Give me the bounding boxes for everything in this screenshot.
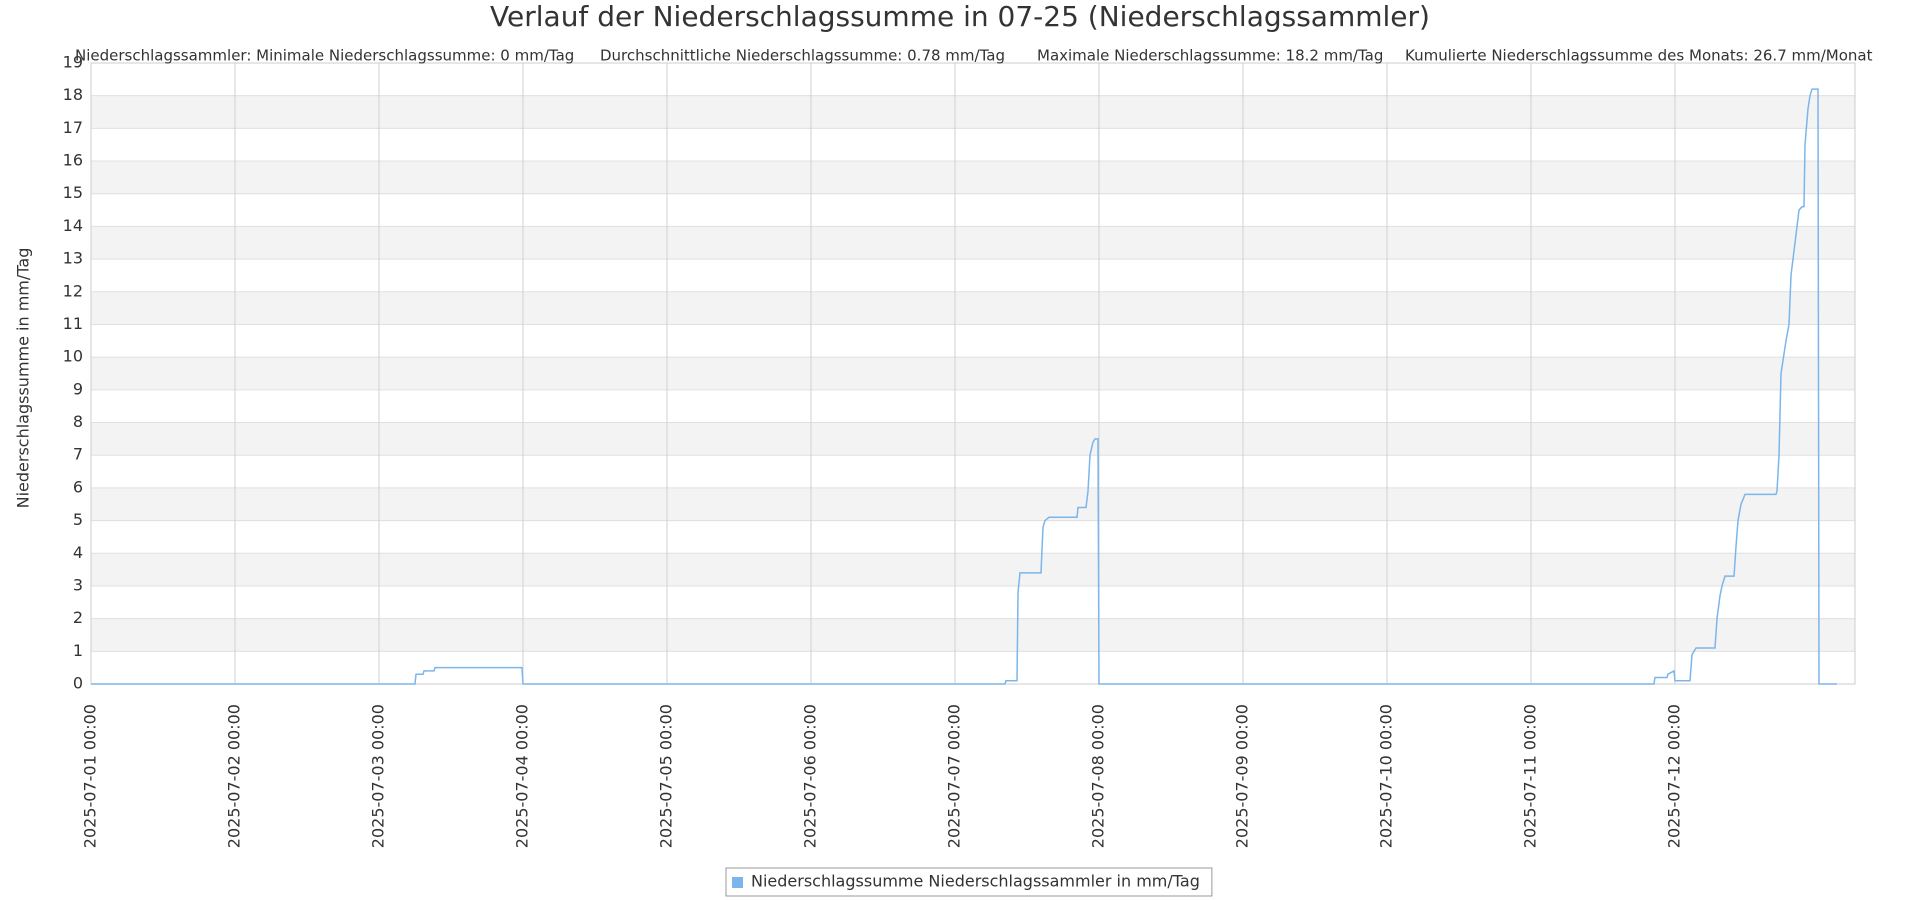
y-tick-label: 10 xyxy=(63,347,83,366)
x-tick-label: 2025-07-07 00:00 xyxy=(945,704,964,848)
chart-title: Verlauf der Niederschlagssumme in 07-25 … xyxy=(490,0,1430,33)
grid-band xyxy=(91,291,1855,325)
grid-band xyxy=(91,95,1855,129)
grid-band xyxy=(91,161,1855,194)
stat-text: Kumulierte Niederschlagssumme des Monats… xyxy=(1405,47,1873,65)
x-tick-label: 2025-07-03 00:00 xyxy=(369,704,388,848)
grid-band xyxy=(91,487,1855,521)
y-axis-label: Niederschlagssumme in mm/Tag xyxy=(14,248,33,509)
y-tick-label: 12 xyxy=(63,281,83,300)
x-tick-label: 2025-07-08 00:00 xyxy=(1089,704,1108,848)
y-tick-label: 6 xyxy=(73,477,83,496)
data-line xyxy=(91,88,1837,685)
stat-text: Durchschnittliche Niederschlagssumme: 0.… xyxy=(600,47,1005,65)
y-tick-label: 8 xyxy=(73,412,83,431)
y-tick-label: 13 xyxy=(63,249,83,268)
grid-band xyxy=(91,618,1855,652)
x-tick-label: 2025-07-05 00:00 xyxy=(657,704,676,848)
stat-text: Maximale Niederschlagssumme: 18.2 mm/Tag xyxy=(1037,47,1383,65)
legend-swatch xyxy=(732,877,743,888)
grid-band xyxy=(91,357,1855,390)
legend-box xyxy=(725,867,1213,897)
x-tick-label: 2025-07-02 00:00 xyxy=(225,704,244,848)
y-tick-label: 9 xyxy=(73,379,83,398)
grid-band xyxy=(91,553,1855,586)
y-tick-label: 14 xyxy=(63,216,83,235)
y-tick-label: 15 xyxy=(63,183,83,202)
x-tick-label: 2025-07-12 00:00 xyxy=(1665,704,1684,848)
y-tick-label: 16 xyxy=(63,151,83,170)
legend-label: Niederschlagssumme Niederschlagssammler … xyxy=(751,872,1200,891)
grid-band xyxy=(91,226,1855,260)
x-tick-label: 2025-07-11 00:00 xyxy=(1521,704,1540,848)
y-tick-label: 5 xyxy=(73,510,83,529)
y-tick-label: 17 xyxy=(63,118,83,137)
y-tick-label: 11 xyxy=(63,314,83,333)
y-tick-label: 2 xyxy=(73,608,83,627)
y-tick-label: 1 xyxy=(73,641,83,660)
x-tick-label: 2025-07-04 00:00 xyxy=(513,704,532,848)
x-tick-label: 2025-07-01 00:00 xyxy=(81,704,100,848)
x-tick-label: 2025-07-09 00:00 xyxy=(1233,704,1252,848)
grid-band xyxy=(91,422,1855,456)
y-tick-label: 19 xyxy=(63,53,83,72)
y-tick-label: 3 xyxy=(73,575,83,594)
y-tick-label: 4 xyxy=(73,543,83,562)
plot-background xyxy=(90,62,1856,685)
x-tick-label: 2025-07-06 00:00 xyxy=(801,704,820,848)
y-tick-label: 7 xyxy=(73,445,83,464)
stat-text: Niederschlagssammler: Minimale Niedersch… xyxy=(75,47,574,65)
y-tick-label: 0 xyxy=(73,674,83,693)
x-tick-label: 2025-07-10 00:00 xyxy=(1377,704,1396,848)
y-tick-label: 18 xyxy=(63,85,83,104)
